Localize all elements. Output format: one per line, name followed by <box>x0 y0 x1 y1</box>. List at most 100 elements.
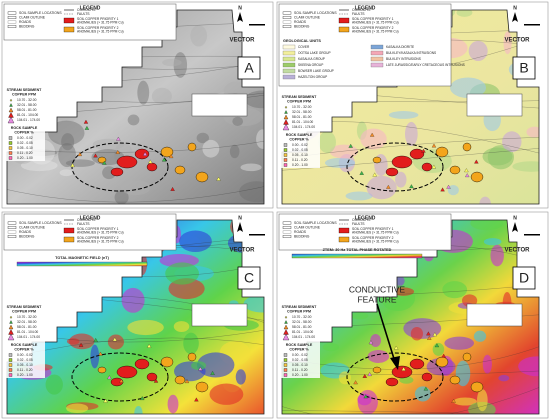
legend-soil-symbol <box>338 17 350 24</box>
map-texture <box>502 131 522 153</box>
stream-sample <box>170 187 175 191</box>
legend-symbol <box>282 16 292 19</box>
scale-bar <box>249 24 265 26</box>
stream-range: 104.01 - 174.00 <box>292 125 315 129</box>
stream-symbol <box>282 333 290 341</box>
map-texture <box>197 352 235 378</box>
soil-anomaly-1 <box>385 377 399 387</box>
map-texture <box>59 169 73 177</box>
map-texture <box>66 338 80 345</box>
rock-title: ROCK SAMPLE <box>286 343 313 347</box>
geology-swatch <box>282 56 296 62</box>
stream-symbol <box>7 116 15 124</box>
target-outline <box>71 352 169 402</box>
map-texture <box>360 128 387 150</box>
stream-sample <box>83 119 89 124</box>
stream-range: 58.01 - 81.00 <box>17 325 37 329</box>
map-texture <box>183 332 199 355</box>
stream-title: COPPER PPM <box>287 99 311 103</box>
soil-anomaly-2 <box>160 146 174 158</box>
map-texture <box>482 354 492 374</box>
legend-title: LEGEND <box>80 215 101 221</box>
map-texture <box>190 25 208 47</box>
legend-soil-item: ANOMALIES (> 31.75 PPM Cu) <box>352 30 399 34</box>
legend-item: CLAIM OUTLINE <box>294 225 321 229</box>
stream-symbol <box>8 324 14 330</box>
map-texture <box>357 389 378 414</box>
map-texture <box>162 58 182 67</box>
map-texture <box>127 319 164 336</box>
legend-box <box>3 213 177 251</box>
map-texture <box>498 374 510 382</box>
stream-sample <box>431 143 437 148</box>
contact-line <box>282 147 539 171</box>
stream-sample <box>78 342 84 347</box>
stream-title: COPPER PPM <box>12 92 36 96</box>
legend-soil-item: ANOMALIES (> 31.75 PPM Cu) <box>77 30 124 34</box>
rock-title: ROCK SAMPLE <box>286 133 313 137</box>
stream-range: 10.70 - 32.00 <box>292 315 312 319</box>
rock-title: ROCK SAMPLE <box>11 126 38 130</box>
panel-label: B <box>519 60 528 76</box>
logo: VECTOR <box>505 38 531 44</box>
legend-item: BEDDING <box>294 24 310 28</box>
map-texture <box>329 144 359 159</box>
map-texture <box>367 349 390 363</box>
map-texture <box>165 262 200 285</box>
legend-symbol <box>7 221 17 225</box>
legend-soil-symbol <box>63 227 75 234</box>
stream-range: 32.01 - 58.00 <box>17 103 37 107</box>
map-texture <box>482 147 513 166</box>
legend-item: CLAIM OUTLINE <box>19 15 46 19</box>
stream-sample <box>474 159 479 164</box>
map-texture <box>173 321 190 333</box>
map-texture <box>240 163 262 172</box>
stream-range: 58.01 - 81.00 <box>17 108 37 112</box>
map-texture <box>92 138 125 151</box>
soil-anomaly-1 <box>146 372 158 382</box>
legend-item: BEDDING <box>19 24 35 28</box>
soil-anomaly-1 <box>146 162 158 172</box>
rock-symbol <box>283 153 288 157</box>
soil-anomaly-2 <box>372 366 382 374</box>
stream-sample <box>119 378 124 383</box>
geology-swatch <box>282 62 296 68</box>
rock-range: 0.11 - 0.20 <box>17 368 33 372</box>
north-label: N <box>513 5 517 11</box>
map-texture <box>196 132 209 144</box>
stream-sample <box>446 184 451 189</box>
stream-sample <box>369 132 375 137</box>
soil-anomaly-1 <box>134 148 150 160</box>
map-texture <box>137 80 150 105</box>
stream-symbol <box>283 114 289 120</box>
stream-symbol <box>282 123 290 131</box>
map-texture <box>338 371 352 385</box>
stream-symbol <box>283 324 289 330</box>
geology-swatch <box>370 50 384 56</box>
rock-range: 0.00 - 0.02 <box>17 353 33 357</box>
map-texture <box>473 330 487 342</box>
rock-title: COPPER % <box>289 137 309 141</box>
stream-symbol <box>9 98 13 102</box>
legend-line-item: FAULTS <box>77 12 90 16</box>
rock-symbol <box>8 136 13 140</box>
geology-swatch <box>282 74 296 80</box>
map-texture <box>518 356 539 377</box>
north-arrow <box>512 222 518 232</box>
stream-range: 104.01 - 174.00 <box>17 335 40 339</box>
colorbar-title: ZTEM: 30 Hz TOTAL PHASE ROTATED <box>323 248 392 252</box>
rock-range: 0.02 - 0.05 <box>17 141 33 145</box>
soil-anomaly-2 <box>470 171 484 183</box>
legend-soil-item: ANOMALIES (> 31.75 PPM Cu) <box>77 240 124 244</box>
panel-label-box <box>237 56 261 80</box>
rock-range: 0.02 - 0.05 <box>292 148 308 152</box>
legend-symbol <box>7 230 17 234</box>
stream-sample <box>434 343 440 348</box>
stream-sample <box>423 386 429 391</box>
geology-unit: BOWSER LAKE GROUP <box>298 69 334 73</box>
soil-anomaly-2 <box>462 352 472 362</box>
legend-symbol <box>282 11 292 15</box>
stream-sample <box>116 136 121 141</box>
rock-range: 0.05 - 0.10 <box>17 146 33 150</box>
rock-symbol <box>283 368 288 372</box>
